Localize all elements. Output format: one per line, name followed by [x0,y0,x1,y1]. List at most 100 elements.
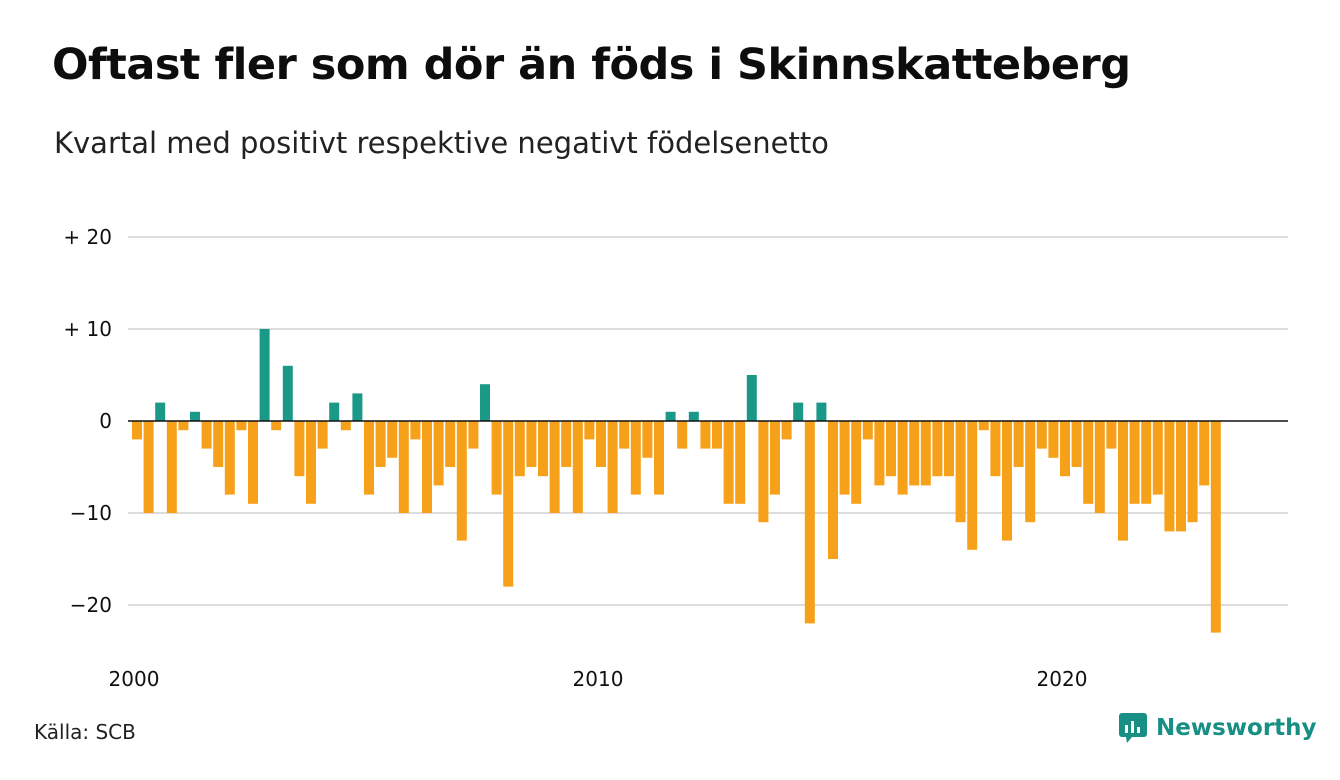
bar [1118,421,1128,541]
bar [1164,421,1175,532]
bar [967,421,978,550]
bar [1071,421,1082,467]
bar [1141,421,1152,504]
bar [712,421,722,449]
bar [248,421,258,504]
bar [746,375,757,421]
bar [909,421,920,486]
chart-subtitle: Kvartal med positivt respektive negativt… [54,126,829,160]
bar [932,421,943,477]
bar [1025,421,1036,523]
bar [445,421,456,467]
bar [874,421,885,486]
bar [468,421,479,449]
bar [514,421,525,477]
bar [143,421,154,513]
bar [1002,421,1012,541]
bar [630,421,641,495]
x-tick-label: 2020 [1037,667,1088,691]
bar [132,421,142,440]
bar [677,421,688,449]
bar [166,421,177,513]
bar [259,329,270,421]
bar [584,421,595,440]
bar [665,411,676,421]
bar [955,421,966,523]
bar [306,421,316,504]
bar [317,421,328,449]
bar [456,421,467,541]
bar [793,402,804,421]
bar [526,421,537,467]
bar [422,421,432,513]
bar [155,402,166,421]
bar [851,421,862,504]
bar [828,421,838,559]
bar [352,393,363,421]
bar [329,402,340,421]
bar [642,421,653,458]
bar [781,421,792,440]
bar [1106,421,1117,449]
bar [271,421,282,431]
brand-logo: Newsworthy [1118,712,1317,744]
bar [723,421,734,504]
bar [804,421,815,624]
bar [1129,421,1140,504]
bar [201,421,212,449]
bar [1199,421,1210,486]
bar [1013,421,1024,467]
bar [375,421,386,467]
bar [236,421,247,431]
bar [410,421,421,440]
bar [282,365,293,421]
bar [1036,421,1047,449]
bar [596,421,606,467]
bar [503,421,514,587]
bar [213,421,224,467]
bar [549,421,560,513]
bar [862,421,873,440]
x-tick-label: 2000 [109,667,160,691]
bar [1176,421,1186,532]
newsworthy-icon [1119,713,1147,743]
bar [770,421,780,495]
bar [433,421,444,486]
bar [387,421,398,458]
bar [688,411,699,421]
bar [897,421,908,495]
bar [1094,421,1105,513]
bar [224,421,235,495]
bar [491,421,502,495]
bar [1083,421,1094,504]
bar [920,421,931,486]
bar [340,421,351,431]
y-tick-label: −20 [70,593,112,617]
bar [607,421,618,513]
bar [619,421,630,449]
x-tick-labels: 2000 2010 2020 [109,667,1088,691]
bar [538,421,548,477]
bar [480,384,490,421]
y-tick-label: + 10 [63,317,112,341]
y-tick-label: −10 [70,501,112,525]
bar [1060,421,1070,477]
bar [1210,421,1221,633]
bar [735,421,746,504]
bar [978,421,989,431]
bar [990,421,1001,477]
y-tick-label: + 20 [63,225,112,249]
brand-name: Newsworthy [1156,715,1317,741]
source-label: Källa: SCB [34,720,136,744]
bar [816,402,827,421]
x-tick-label: 2010 [573,667,624,691]
bar [944,421,954,477]
chart-title: Oftast fler som dör än föds i Skinnskatt… [52,40,1131,90]
grid-lines [128,236,1288,606]
bar [364,421,374,495]
bar [839,421,850,495]
bar [1152,421,1163,495]
bar [758,421,769,523]
bar [1187,421,1198,523]
